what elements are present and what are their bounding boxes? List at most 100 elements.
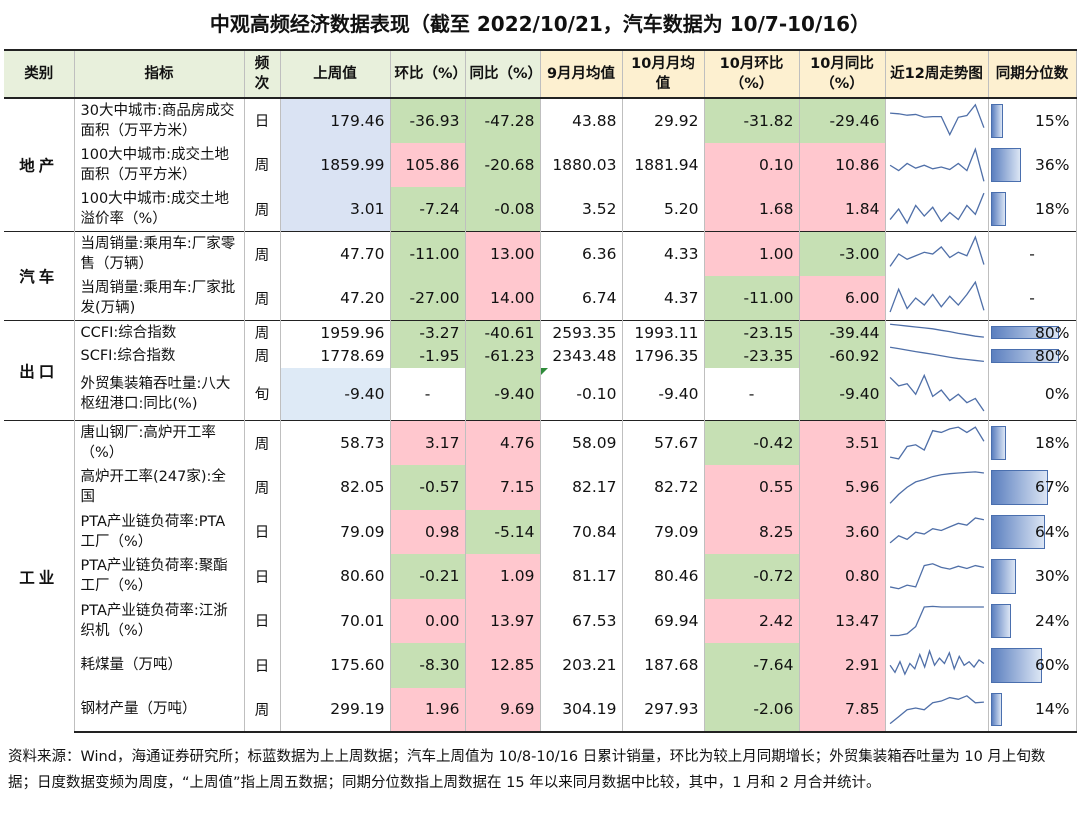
oct-avg-cell: 57.67 <box>622 420 705 465</box>
oct-avg-cell: 1796.35 <box>622 344 705 368</box>
sparkline-path <box>890 324 984 337</box>
pctile-cell: - <box>988 276 1077 321</box>
pctile-label: 0% <box>1044 384 1070 403</box>
pctile-cell: 30% <box>988 554 1077 599</box>
table-row: PTA产业链负荷率:江浙织机（%）日 70.01 0.00 13.97 67.53 69.… <box>4 598 1077 644</box>
pctile-label: 18% <box>1035 434 1070 452</box>
last-week-cell: 58.73 <box>280 420 391 465</box>
pctile-label: - <box>1029 245 1035 263</box>
sparkline-cell <box>885 465 989 510</box>
header-oct-mom: 10月环比（%） <box>704 49 800 99</box>
last-week-cell: 47.20 <box>280 276 391 321</box>
header-row: 类别 指标 频次 上周值 环比（%） 同比（%） 9月月均值 10月月均值 10… <box>4 49 1077 99</box>
mom-cell: -36.93 <box>390 98 466 143</box>
oct-mom-cell: 0.55 <box>704 465 800 510</box>
last-week-cell: -9.40 <box>280 367 391 421</box>
data-table: 类别 指标 频次 上周值 环比（%） 同比（%） 9月月均值 10月月均值 10… <box>4 49 1077 733</box>
sparkline-cell <box>885 187 989 232</box>
sparkline-cell <box>885 276 989 321</box>
oct-mom-cell: -0.72 <box>704 554 800 599</box>
yoy-cell: 1.09 <box>465 554 541 599</box>
yoy-cell: -5.14 <box>465 509 541 554</box>
oct-mom-cell: -11.00 <box>704 276 800 321</box>
pctile-cell: 18% <box>988 187 1077 232</box>
pctile-cell: 14% <box>988 687 1077 733</box>
oct-avg-cell: 29.92 <box>622 98 705 143</box>
oct-mom-cell: -31.82 <box>704 98 800 143</box>
oct-avg-cell: 4.33 <box>622 231 705 276</box>
sep-avg-cell: 304.19 <box>540 687 623 733</box>
source-note: 资料来源：Wind，海通证券研究所；标蓝数据为上上周数据；汽车上周值为 10/8… <box>8 749 1046 791</box>
trend-sparkline <box>886 688 988 732</box>
sparkline-cell <box>885 320 989 344</box>
trend-sparkline <box>886 599 988 644</box>
sep-avg-cell: 58.09 <box>540 420 623 465</box>
oct-yoy-cell: -39.44 <box>799 320 886 344</box>
oct-mom-cell: 1.00 <box>704 231 800 276</box>
freq-cell: 周 <box>244 465 281 510</box>
freq-cell: 旬 <box>244 367 281 421</box>
freq-cell: 周 <box>244 276 281 321</box>
sparkline-path <box>890 237 984 266</box>
indicator-cell: 当周销量:乘用车:厂家零售（万辆） <box>74 231 245 276</box>
oct-yoy-cell: 3.60 <box>799 509 886 554</box>
freq-cell: 日 <box>244 554 281 599</box>
indicator-cell: PTA产业链负荷率:聚酯工厂（%） <box>74 554 245 599</box>
mom-cell: 1.96 <box>390 687 466 733</box>
mom-cell: -7.24 <box>390 187 466 232</box>
last-week-cell: 3.01 <box>280 187 391 232</box>
oct-yoy-cell: -3.00 <box>799 231 886 276</box>
oct-yoy-cell: 13.47 <box>799 598 886 643</box>
table-row: SCFI:综合指数周 1778.69 -1.95 -61.23 2343.48 1796.… <box>4 344 1077 368</box>
header-indicator: 指标 <box>74 49 245 99</box>
mom-cell: -8.30 <box>390 643 466 688</box>
sep-avg-cell: 2593.35 <box>540 320 623 344</box>
trend-sparkline <box>886 421 988 465</box>
oct-yoy-cell: 5.96 <box>799 465 886 510</box>
last-week-cell: 1959.96 <box>280 320 391 344</box>
mom-cell: 0.00 <box>390 598 466 643</box>
freq-cell: 周 <box>244 187 281 232</box>
last-week-cell: 47.70 <box>280 231 391 276</box>
oct-avg-cell: 80.46 <box>622 554 705 599</box>
freq-cell: 日 <box>244 643 281 688</box>
yoy-cell: 14.00 <box>465 276 541 321</box>
pctile-label: 64% <box>1035 522 1070 541</box>
sparkline-cell <box>885 643 989 688</box>
header-mom: 环比（%） <box>390 49 466 99</box>
pctile-label: 14% <box>1035 700 1070 719</box>
pctile-bar <box>990 559 1017 594</box>
last-week-cell: 70.01 <box>280 598 391 643</box>
oct-yoy-cell: -29.46 <box>799 98 886 143</box>
pctile-cell: 60% <box>988 643 1077 688</box>
sep-avg-cell: 3.52 <box>540 187 623 232</box>
indicator-cell: SCFI:综合指数 <box>74 344 245 368</box>
sparkline-path <box>890 427 984 459</box>
oct-avg-cell: 79.09 <box>622 509 705 554</box>
sparkline-cell <box>885 420 989 465</box>
sep-avg-cell: 82.17 <box>540 465 623 510</box>
trend-sparkline <box>886 643 988 688</box>
sparkline-path <box>890 518 984 543</box>
trend-sparkline <box>886 368 988 421</box>
mom-cell: -11.00 <box>390 231 466 276</box>
table-row: 工业 唐山钢厂:高炉开工率（%）周 58.73 3.17 4.76 58.09 57.67-… <box>4 420 1077 732</box>
oct-avg-cell: 69.94 <box>622 598 705 643</box>
yoy-cell: -61.23 <box>465 344 541 368</box>
sparkline-path <box>890 564 984 589</box>
oct-yoy-cell: 10.86 <box>799 142 886 187</box>
yoy-cell: 13.97 <box>465 598 541 643</box>
sep-avg-cell: 67.53 <box>540 598 623 643</box>
yoy-cell: -20.68 <box>465 142 541 187</box>
pctile-label: 24% <box>1035 611 1070 630</box>
pctile-label: 36% <box>1035 155 1070 174</box>
oct-mom-cell: -7.64 <box>704 643 800 688</box>
indicator-cell: 100大中城市:成交土地面积（万平方米） <box>74 142 245 187</box>
pctile-cell: 80% <box>988 320 1077 344</box>
table-row: 钢材产量（万吨）周 299.19 1.96 9.69 304.19 297.93 -2.06… <box>4 687 1077 733</box>
oct-yoy-cell: 3.51 <box>799 420 886 465</box>
pctile-cell: 36% <box>988 142 1077 187</box>
oct-yoy-cell: -9.40 <box>799 367 886 421</box>
pctile-label: 60% <box>1035 656 1070 675</box>
category-cell: 地产 <box>4 98 75 232</box>
